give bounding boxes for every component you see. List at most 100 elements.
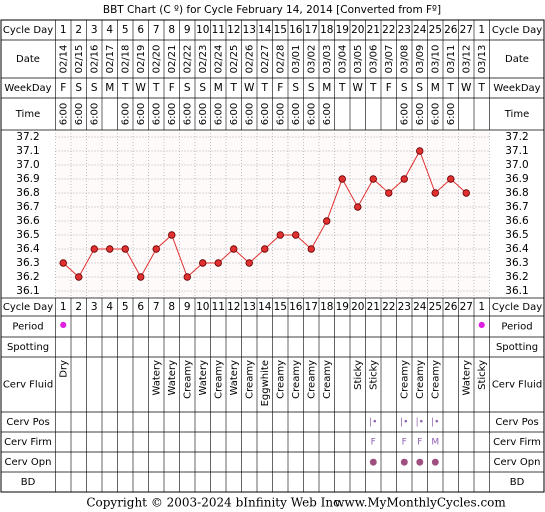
cycle-day: 13 — [243, 301, 256, 313]
time: 6:00 — [182, 103, 193, 125]
temp-point — [230, 245, 238, 253]
temp-point — [183, 273, 191, 281]
temp-point — [385, 189, 393, 197]
time: 6:00 — [275, 103, 286, 125]
date: 02/21 — [167, 45, 178, 74]
y-tick-label-right: 36.1 — [505, 285, 528, 297]
cycle-day: 9 — [184, 24, 191, 36]
y-tick-label-right: 36.6 — [505, 215, 529, 227]
row-label: BD — [21, 477, 36, 488]
cycle-day: 17 — [305, 301, 318, 313]
weekday: T — [338, 82, 346, 94]
cycle-day: 1 — [60, 301, 67, 313]
cerv-fluid: Creamy — [430, 360, 441, 399]
cycle-day: 4 — [106, 301, 113, 313]
time: 6:00 — [74, 103, 85, 125]
y-tick-label: 36.7 — [16, 201, 39, 213]
cycle-day: 4 — [106, 24, 113, 36]
temp-point — [276, 231, 284, 239]
cycle-day: 26 — [444, 24, 458, 36]
date: 02/18 — [120, 45, 131, 74]
temp-point — [431, 189, 439, 197]
cycle-day: 25 — [429, 301, 442, 313]
weekday: T — [230, 82, 238, 94]
cerv-firm: M — [431, 438, 439, 448]
cerv-fluid: Creamy — [291, 360, 302, 399]
cycle-day: 11 — [212, 24, 225, 36]
cerv-fluid: Creamy — [399, 360, 410, 399]
time: 6:00 — [213, 103, 224, 125]
date: 03/13 — [477, 45, 488, 74]
y-tick-label: 36.8 — [16, 187, 39, 199]
cycle-day: 6 — [137, 301, 144, 313]
time: 6:00 — [260, 103, 271, 125]
y-tick-label-right: 36.9 — [505, 173, 528, 185]
weekday: S — [292, 82, 299, 94]
row-label: Date — [16, 54, 40, 65]
cycle-day: 3 — [91, 301, 98, 313]
temp-point — [214, 259, 222, 267]
row-label-right: Period — [501, 322, 532, 333]
cycle-day: 15 — [274, 24, 287, 36]
temp-point — [199, 259, 207, 267]
cerv-pos: |• — [431, 418, 439, 428]
cycle-day: 12 — [227, 24, 240, 36]
row-label: WeekDay — [4, 83, 51, 94]
weekday: M — [431, 82, 440, 94]
cycle-day: 5 — [122, 301, 129, 313]
temp-point — [292, 231, 300, 239]
cycle-day: 23 — [398, 24, 411, 36]
cerv-fluid: Creamy — [275, 360, 286, 399]
period-mark: ● — [60, 320, 67, 329]
weekday: S — [401, 82, 408, 94]
cerv-fluid: Watery — [198, 360, 209, 396]
y-tick-label: 36.6 — [16, 215, 40, 227]
weekday: M — [322, 82, 331, 94]
row-label: Cerv Firm — [4, 437, 52, 448]
date: 02/20 — [151, 45, 162, 74]
weekday: F — [277, 82, 283, 94]
cycle-day: 15 — [274, 301, 287, 313]
cycle-day: 21 — [367, 24, 380, 36]
cycle-day: 13 — [243, 24, 256, 36]
cerv-fluid: Creamy — [322, 360, 333, 399]
cycle-day: 23 — [398, 301, 411, 313]
cerv-pos: |• — [400, 418, 408, 428]
row-label: Cycle Day — [3, 302, 53, 313]
row-label-right: Cycle Day — [492, 302, 542, 313]
time: 6:00 — [306, 103, 317, 125]
temp-point — [121, 245, 129, 253]
y-tick-label: 36.4 — [16, 243, 40, 255]
date: 02/23 — [198, 45, 209, 74]
period-mark: ● — [478, 320, 485, 329]
row-label-right: Spotting — [496, 342, 538, 353]
y-tick-label: 37.0 — [16, 159, 39, 171]
row-label: Period — [12, 322, 43, 333]
cycle-day: 17 — [305, 24, 318, 36]
weekday: T — [447, 82, 455, 94]
time: 6:00 — [415, 103, 426, 125]
cerv-fluid: Creamy — [182, 360, 193, 399]
cycle-day: 14 — [258, 301, 272, 313]
date: 03/08 — [399, 45, 410, 74]
cycle-day: 8 — [168, 24, 175, 36]
row-label-right: Time — [504, 109, 529, 120]
time: 6:00 — [151, 103, 162, 125]
cycle-day: 11 — [212, 301, 225, 313]
y-tick-label: 36.3 — [16, 257, 39, 269]
y-tick-label-right: 36.5 — [505, 229, 528, 241]
time: 6:00 — [120, 103, 131, 125]
y-tick-label-right: 36.2 — [505, 271, 528, 283]
cerv-pos: |• — [416, 418, 424, 428]
cerv-fluid: Sticky — [353, 360, 364, 390]
weekday: F — [169, 82, 175, 94]
row-label-right: Date — [505, 54, 529, 65]
cerv-fluid: Creamy — [415, 360, 426, 399]
cerv-opn: ● — [431, 458, 439, 468]
cycle-day: 10 — [196, 24, 209, 36]
cerv-fluid: Creamy — [244, 360, 255, 399]
cycle-day: 22 — [382, 24, 395, 36]
weekday: M — [105, 82, 114, 94]
weekday: S — [184, 82, 191, 94]
cerv-fluid: Creamy — [306, 360, 317, 399]
